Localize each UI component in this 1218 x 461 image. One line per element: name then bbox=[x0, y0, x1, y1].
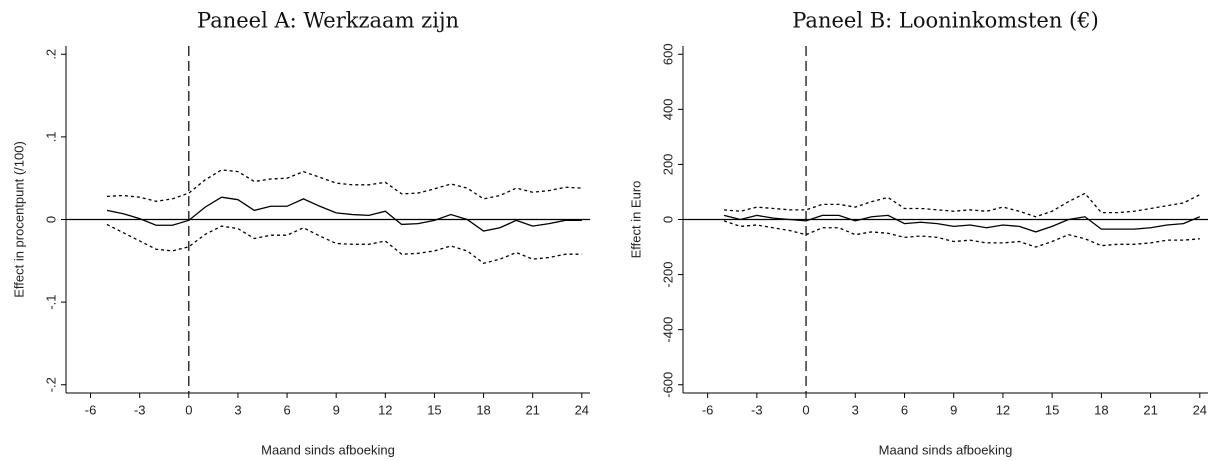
y-axis-title: Effect in procentpunt (/100) bbox=[11, 141, 26, 298]
x-tick-label: -6 bbox=[85, 402, 97, 417]
x-tick-label: -3 bbox=[751, 402, 763, 417]
y-tick-label: 600 bbox=[660, 43, 675, 65]
x-tick-label: 21 bbox=[1143, 402, 1157, 417]
y-tick-label: -400 bbox=[660, 317, 675, 343]
x-axis-title: Maand sinds afboeking bbox=[879, 442, 1013, 457]
series-line bbox=[106, 196, 582, 232]
x-tick-label: 24 bbox=[1193, 402, 1207, 417]
x-tick-label: 9 bbox=[950, 402, 957, 417]
y-tick-label: 0 bbox=[660, 216, 675, 223]
x-tick-label: 6 bbox=[283, 402, 290, 417]
x-tick-label: -3 bbox=[134, 402, 146, 417]
series-line bbox=[723, 220, 1200, 248]
y-tick-label: 200 bbox=[660, 154, 675, 176]
y-tick-label: .2 bbox=[43, 49, 58, 60]
y-tick-label: .1 bbox=[43, 131, 58, 142]
y-tick-label: -600 bbox=[660, 372, 675, 398]
y-tick-label: 400 bbox=[660, 98, 675, 120]
x-tick-label: 0 bbox=[185, 402, 192, 417]
y-tick-label: 0 bbox=[43, 216, 58, 223]
y-tick-label: -200 bbox=[660, 262, 675, 288]
y-axis-title: Effect in Euro bbox=[628, 181, 643, 259]
x-tick-label: 24 bbox=[575, 402, 589, 417]
x-tick-label: 21 bbox=[525, 402, 539, 417]
x-tick-label: 15 bbox=[1045, 402, 1059, 417]
x-tick-label: 9 bbox=[333, 402, 340, 417]
series-line bbox=[106, 169, 582, 202]
series-line bbox=[106, 223, 582, 264]
chart-title: Paneel A: Werkzaam zijn bbox=[197, 9, 459, 33]
x-tick-label: 12 bbox=[996, 402, 1010, 417]
x-tick-label: 15 bbox=[427, 402, 441, 417]
x-axis-title: Maand sinds afboeking bbox=[261, 442, 395, 457]
x-tick-label: 6 bbox=[901, 402, 908, 417]
series-line bbox=[723, 192, 1201, 218]
chart-title: Paneel B: Looninkomsten (€) bbox=[792, 9, 1099, 33]
x-tick-label: 12 bbox=[378, 402, 392, 417]
x-tick-label: 18 bbox=[1094, 402, 1108, 417]
y-tick-label: -.1 bbox=[43, 295, 58, 310]
x-tick-label: 3 bbox=[852, 402, 859, 417]
y-tick-label: -.2 bbox=[43, 377, 58, 392]
x-tick-label: 3 bbox=[234, 402, 241, 417]
series-line bbox=[723, 214, 1201, 233]
x-tick-label: 18 bbox=[476, 402, 490, 417]
x-tick-label: 0 bbox=[802, 402, 809, 417]
x-tick-label: -6 bbox=[702, 402, 714, 417]
